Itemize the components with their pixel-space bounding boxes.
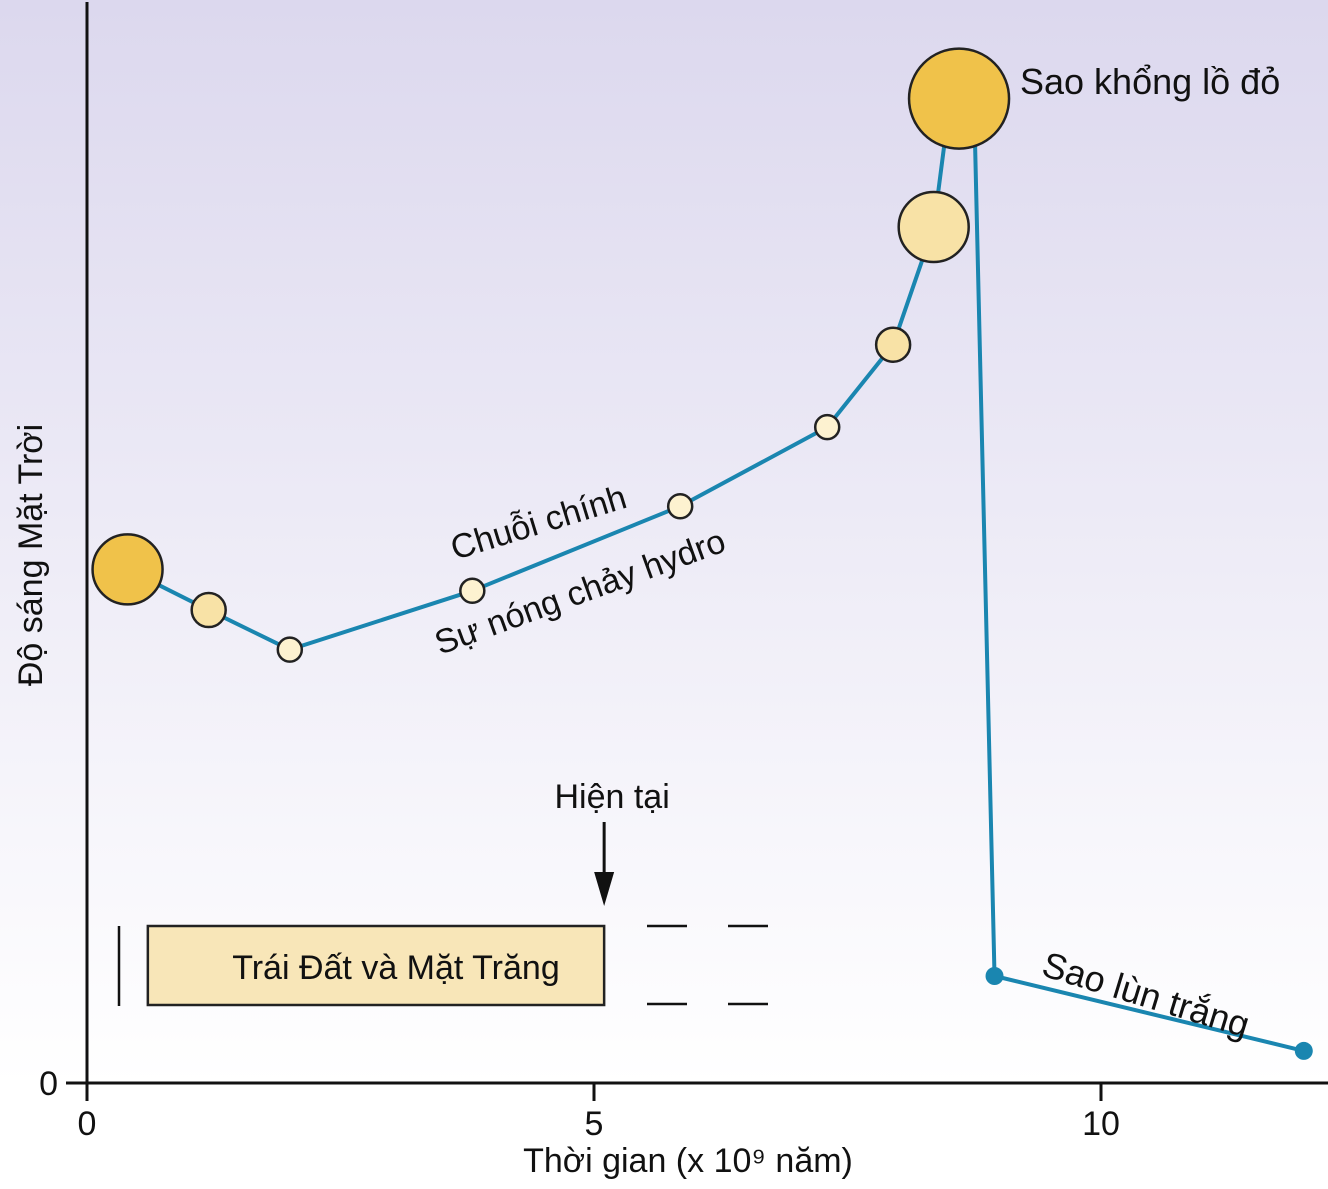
sun-marker — [91, 533, 164, 606]
y-ticks: 0 — [39, 1065, 58, 1103]
white-dwarf-point — [985, 967, 1004, 985]
series-line — [126, 107, 1305, 1053]
x-tick-label: 10 — [1082, 1105, 1120, 1143]
sun-marker — [907, 47, 1011, 150]
earth-moon-box — [146, 924, 606, 1007]
sun-marker — [276, 636, 304, 663]
sun-marker — [190, 591, 227, 629]
plot-background — [0, 0, 1328, 1084]
sun-markers — [91, 47, 1313, 1060]
sun-marker — [813, 413, 841, 441]
red-giant-label: Sao khổng lồ đỏ — [1020, 61, 1280, 102]
sun-marker — [459, 577, 486, 605]
sun-marker — [666, 493, 694, 520]
x-tick-label: 5 — [585, 1105, 604, 1143]
white-dwarf-point — [1294, 1041, 1313, 1060]
x-axis-label: Thời gian (x 10⁹ năm) — [523, 1142, 853, 1180]
sun-marker — [897, 190, 970, 264]
y-axis-label: Độ sáng Mặt Trời — [12, 424, 50, 686]
x-tick-label: 0 — [78, 1105, 97, 1143]
earth-moon-label: Trái Đất và Mặt Trăng — [232, 949, 560, 987]
y-tick-label: 0 — [39, 1065, 58, 1103]
sun-marker — [874, 326, 912, 363]
present-arrow-head — [594, 872, 615, 906]
x-ticks: 0 5 10 — [78, 1083, 1120, 1143]
present-label: Hiện tại — [554, 778, 669, 816]
